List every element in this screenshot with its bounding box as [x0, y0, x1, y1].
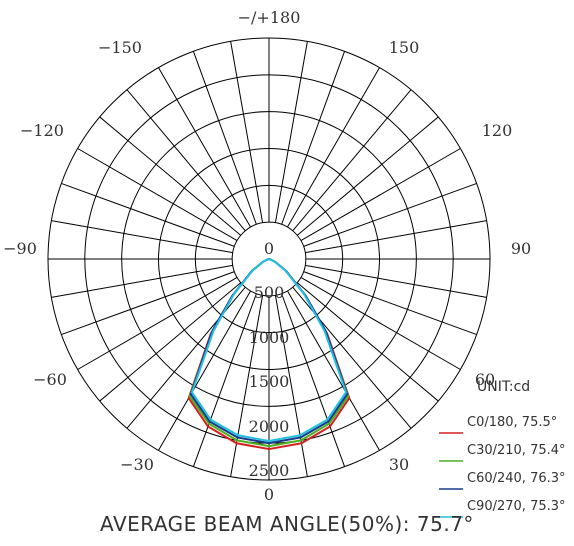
grid-spoke [51, 264, 233, 298]
grid-spoke [286, 290, 380, 451]
grid-spoke [126, 286, 246, 429]
legend: UNIT:cd C0/180, 75.5° C30/210, 75.4° C60/2… [439, 379, 566, 518]
grid-spoke [51, 220, 233, 254]
grid-spoke [300, 148, 461, 242]
angle-label: −120 [20, 121, 64, 140]
angle-label: 30 [389, 455, 409, 474]
grid-spoke [300, 276, 461, 370]
angle-label: 60 [475, 370, 495, 389]
series-group [187, 258, 351, 451]
grid-spoke [305, 264, 487, 298]
grid-spoke [292, 89, 412, 232]
grid-spoke [77, 148, 238, 242]
grid-spoke [192, 51, 257, 225]
grid-spoke [305, 220, 487, 254]
axis-labels: −/+180 −150 150 −120 120 −90 90 −60 60 −30 30 0 0 500… [3, 8, 531, 504]
grid-spoke [281, 293, 346, 467]
unit-label: UNIT:cd [477, 379, 530, 395]
angle-label: 90 [511, 239, 531, 258]
series-curve-4 [191, 258, 347, 442]
grid-spoke [303, 271, 477, 336]
grid-spoke [296, 116, 439, 236]
legend-label-3: C60/240, 76.3° [467, 471, 566, 486]
grid-spoke [286, 67, 380, 228]
grid-spoke [99, 282, 242, 402]
angle-label: 150 [389, 38, 420, 57]
angle-label: −60 [33, 370, 67, 389]
angle-label: 120 [482, 121, 513, 140]
grid-spoke [61, 182, 235, 247]
radial-tick-label: 500 [254, 283, 285, 302]
grid-spoke [99, 116, 242, 236]
radial-tick-label: 2500 [249, 461, 290, 480]
legend-label-4: C90/270, 75.3° [467, 499, 566, 514]
grid-spoke [158, 67, 252, 228]
average-beam-angle: AVERAGE BEAM ANGLE(50%): 75.7° [100, 512, 474, 536]
grid-spoke [303, 182, 477, 247]
polar-grid [47, 37, 491, 481]
grid-spoke [192, 293, 257, 467]
grid-spoke [296, 282, 439, 402]
grid-spoke [77, 276, 238, 370]
angle-label: −150 [98, 38, 142, 57]
radial-tick-label: 2000 [249, 417, 290, 436]
grid-spoke [61, 271, 235, 336]
grid-spoke [158, 290, 252, 451]
radial-tick-label: 1000 [249, 328, 290, 347]
radial-tick-label: 0 [264, 239, 274, 258]
legend-label-2: C30/210, 75.4° [467, 443, 566, 458]
angle-label: −90 [3, 239, 37, 258]
grid-spoke [126, 89, 246, 232]
angle-label: 0 [264, 485, 274, 504]
angle-label: −/+180 [238, 8, 301, 27]
grid-spoke [292, 286, 412, 429]
angle-label: −30 [120, 455, 154, 474]
grid-spoke [230, 41, 264, 223]
grid-spoke [274, 295, 308, 477]
grid-spoke [281, 51, 346, 225]
grid-spoke [274, 41, 308, 223]
legend-label-1: C0/180, 75.5° [467, 415, 557, 430]
radial-tick-label: 1500 [249, 372, 290, 391]
grid-spoke [230, 295, 264, 477]
